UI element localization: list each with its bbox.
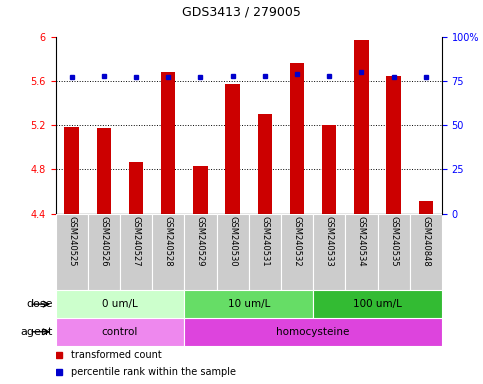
Bar bbox=[161, 72, 175, 214]
Text: GSM240529: GSM240529 bbox=[196, 216, 205, 266]
Text: control: control bbox=[102, 327, 138, 337]
Text: GDS3413 / 279005: GDS3413 / 279005 bbox=[182, 6, 301, 19]
Text: GSM240535: GSM240535 bbox=[389, 216, 398, 266]
Text: GSM240530: GSM240530 bbox=[228, 216, 237, 266]
Text: GSM240526: GSM240526 bbox=[99, 216, 108, 266]
Bar bbox=[313, 290, 442, 318]
Text: GSM240533: GSM240533 bbox=[325, 216, 334, 266]
Text: percentile rank within the sample: percentile rank within the sample bbox=[71, 366, 236, 377]
Text: GSM240534: GSM240534 bbox=[357, 216, 366, 266]
Bar bbox=[56, 318, 185, 346]
Bar bbox=[216, 214, 249, 290]
Bar bbox=[56, 290, 185, 318]
Text: dose: dose bbox=[27, 299, 53, 309]
Text: GSM240525: GSM240525 bbox=[67, 216, 76, 266]
Text: transformed count: transformed count bbox=[71, 350, 162, 360]
Text: 100 um/L: 100 um/L bbox=[353, 299, 402, 309]
Bar bbox=[120, 214, 152, 290]
Bar bbox=[386, 76, 401, 214]
Text: GSM240532: GSM240532 bbox=[293, 216, 301, 266]
Text: 0 um/L: 0 um/L bbox=[102, 299, 138, 309]
Text: GSM240531: GSM240531 bbox=[260, 216, 270, 266]
Text: GSM240527: GSM240527 bbox=[131, 216, 141, 266]
Bar bbox=[257, 114, 272, 214]
Bar bbox=[185, 318, 442, 346]
Bar bbox=[64, 127, 79, 214]
Bar bbox=[322, 125, 337, 214]
Bar bbox=[410, 214, 442, 290]
Bar bbox=[226, 84, 240, 214]
Bar bbox=[185, 214, 216, 290]
Bar bbox=[419, 201, 433, 214]
Bar bbox=[88, 214, 120, 290]
Text: GSM240848: GSM240848 bbox=[421, 216, 430, 266]
Bar bbox=[152, 214, 185, 290]
Bar bbox=[281, 214, 313, 290]
Bar bbox=[290, 63, 304, 214]
Bar bbox=[345, 214, 378, 290]
Text: GSM240528: GSM240528 bbox=[164, 216, 173, 266]
Bar bbox=[354, 40, 369, 214]
Bar bbox=[185, 290, 313, 318]
Text: agent: agent bbox=[21, 327, 53, 337]
Bar bbox=[378, 214, 410, 290]
Bar bbox=[193, 166, 208, 214]
Bar bbox=[249, 214, 281, 290]
Text: 10 um/L: 10 um/L bbox=[227, 299, 270, 309]
Bar bbox=[129, 162, 143, 214]
Bar bbox=[313, 214, 345, 290]
Bar bbox=[97, 129, 111, 214]
Text: homocysteine: homocysteine bbox=[276, 327, 350, 337]
Bar bbox=[56, 214, 88, 290]
